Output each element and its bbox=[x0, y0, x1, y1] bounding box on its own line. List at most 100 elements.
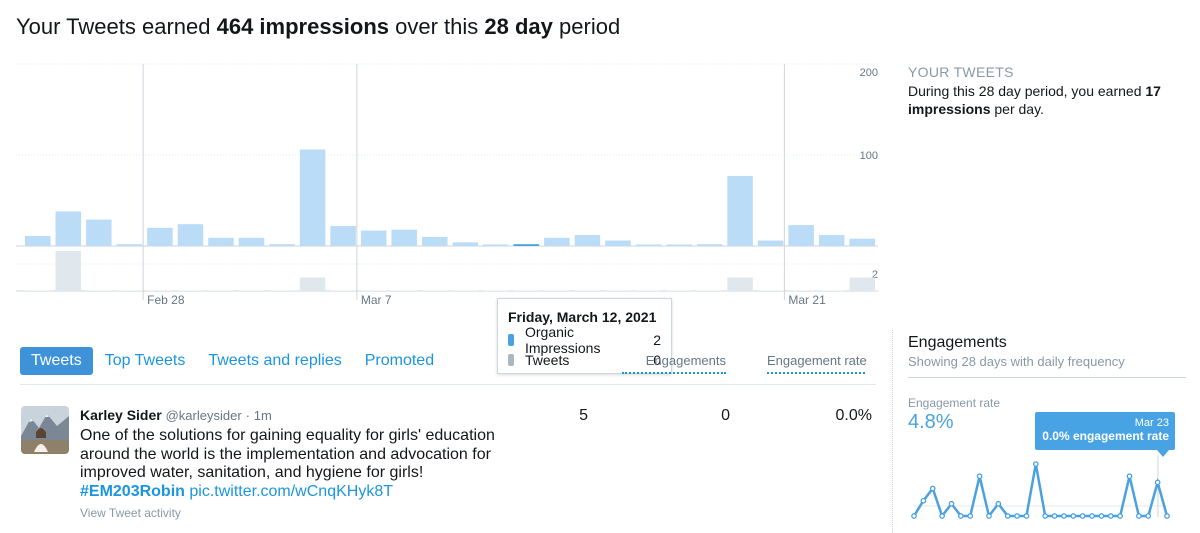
tweets-bar bbox=[452, 290, 479, 291]
mini-point bbox=[958, 513, 964, 519]
tweets-bar bbox=[544, 290, 570, 291]
tab-top-tweets[interactable]: Top Tweets bbox=[104, 352, 186, 369]
tweet-tabs: Tweets Top Tweets Tweets and replies Pro… bbox=[20, 347, 446, 375]
mini-point bbox=[1164, 513, 1170, 519]
impressions-bar bbox=[360, 230, 387, 246]
impressions-swatch bbox=[508, 334, 514, 346]
panel-separator bbox=[892, 330, 893, 533]
mini-point bbox=[1079, 513, 1086, 519]
tweets-bar bbox=[238, 290, 265, 291]
tooltip-value: 0.0% engagement rate bbox=[1042, 429, 1169, 443]
engagement-rate-mini-chart[interactable] bbox=[905, 455, 1190, 525]
impressions-bar bbox=[25, 235, 51, 246]
tooltip-row-tweets: Tweets 0 bbox=[508, 350, 661, 370]
mini-point bbox=[939, 513, 945, 519]
engagements-column-header[interactable]: Engagements bbox=[622, 353, 726, 374]
engagement-rate-value: 4.8% bbox=[908, 411, 954, 433]
engagement-rate-label: Engagement rate bbox=[908, 396, 1001, 410]
avatar[interactable] bbox=[21, 406, 69, 454]
y-tick-label: 100 bbox=[860, 150, 878, 162]
tweets-bar bbox=[147, 290, 173, 291]
tooltip-date: Mar 23 bbox=[1134, 417, 1169, 429]
mini-point bbox=[911, 513, 917, 519]
tweet-engagements-value: 0 bbox=[721, 407, 730, 424]
engagement-rate-column-header[interactable]: Engagement rate bbox=[767, 353, 867, 374]
tweets-bar bbox=[605, 290, 631, 291]
tweets-bar bbox=[818, 290, 845, 291]
impressions-bar bbox=[116, 244, 143, 246]
tweets-bar bbox=[330, 290, 356, 291]
mini-point bbox=[976, 473, 983, 480]
impressions-bar bbox=[696, 244, 723, 246]
impressions-bar bbox=[818, 235, 845, 246]
tweets-tick-label: 2 bbox=[872, 269, 878, 281]
tweet-author-name[interactable]: Karley Sider bbox=[80, 407, 162, 423]
impressions-bar bbox=[849, 238, 875, 246]
impressions-bar bbox=[574, 235, 601, 246]
impressions-bar bbox=[544, 237, 570, 246]
tweet-hashtag[interactable]: #EM203Robin bbox=[80, 482, 185, 500]
tab-tweets[interactable]: Tweets bbox=[20, 347, 93, 375]
tweet-time[interactable]: 1m bbox=[253, 408, 272, 423]
mini-point bbox=[1117, 513, 1123, 519]
impressions-bar bbox=[788, 225, 814, 246]
impressions-bar bbox=[86, 219, 112, 246]
impressions-bar bbox=[147, 227, 173, 246]
tweet-header: Karley Sider @karleysider · 1m bbox=[80, 407, 272, 423]
tweets-bar bbox=[86, 290, 112, 291]
chart-tooltip: Friday, March 12, 2021 Organic Impressio… bbox=[497, 298, 672, 374]
tweets-bar bbox=[696, 290, 723, 291]
engagement-rate-line bbox=[912, 463, 1169, 519]
mini-point bbox=[1107, 513, 1114, 519]
tweets-swatch bbox=[508, 354, 514, 366]
tweets-bar bbox=[483, 290, 509, 291]
impressions-bar bbox=[727, 175, 753, 246]
tweets-bar bbox=[269, 290, 295, 291]
impressions-bar bbox=[330, 225, 356, 246]
tweets-bar bbox=[727, 277, 753, 291]
impressions-bar bbox=[55, 211, 82, 246]
tweet-impressions-value: 5 bbox=[579, 407, 588, 424]
mini-point bbox=[995, 500, 1002, 507]
mini-point bbox=[1136, 513, 1142, 519]
avatar-image bbox=[21, 406, 69, 454]
impressions-bar bbox=[421, 236, 448, 246]
mini-point bbox=[948, 500, 955, 507]
mini-point bbox=[1023, 513, 1030, 519]
mini-point bbox=[986, 513, 992, 519]
impressions-bar bbox=[452, 242, 479, 246]
tweets-bar bbox=[299, 277, 326, 291]
tab-promoted[interactable]: Promoted bbox=[364, 352, 435, 369]
impressions-bar bbox=[483, 244, 509, 246]
impressions-bar bbox=[666, 244, 692, 246]
engagements-subtitle: Showing 28 days with daily frequency bbox=[908, 354, 1125, 369]
tweets-bar bbox=[666, 290, 692, 291]
tweets-bar bbox=[513, 290, 540, 291]
impressions-bar bbox=[299, 149, 326, 246]
tweet-engagement-rate-value: 0.0% bbox=[835, 407, 872, 424]
mini-point bbox=[1154, 479, 1161, 486]
engagements-title: Engagements bbox=[908, 334, 1007, 351]
mini-point bbox=[1032, 461, 1039, 467]
impressions-bar bbox=[757, 240, 784, 246]
tweets-bar bbox=[574, 290, 601, 291]
tooltip-row-impressions: Organic Impressions 2 bbox=[508, 324, 661, 356]
impressions-chart[interactable]: 200 100 2 Feb 28 Mar 7 Mar 21 bbox=[0, 0, 890, 320]
tweet-link[interactable]: pic.twitter.com/wCnqKHyk8T bbox=[189, 482, 393, 500]
impressions-bar bbox=[391, 229, 417, 246]
separator-dot: · bbox=[245, 408, 250, 423]
engagement-rate-tooltip: Mar 23 0.0% engagement rate bbox=[1035, 412, 1175, 450]
view-tweet-activity-link[interactable]: View Tweet activity bbox=[80, 506, 181, 520]
tweet-author-handle[interactable]: @karleysider bbox=[165, 408, 242, 423]
y-tick-label: 200 bbox=[860, 67, 878, 79]
tooltip-arrow bbox=[1157, 450, 1169, 457]
impressions-bar bbox=[513, 244, 540, 246]
mini-point bbox=[1014, 513, 1020, 519]
mini-point bbox=[1051, 513, 1058, 519]
tweets-bar bbox=[635, 290, 662, 291]
mini-point bbox=[1004, 513, 1011, 519]
tweets-bar bbox=[208, 290, 234, 291]
impressions-bar bbox=[177, 224, 204, 246]
tweets-bar bbox=[116, 290, 143, 291]
tab-tweets-and-replies[interactable]: Tweets and replies bbox=[208, 352, 342, 369]
